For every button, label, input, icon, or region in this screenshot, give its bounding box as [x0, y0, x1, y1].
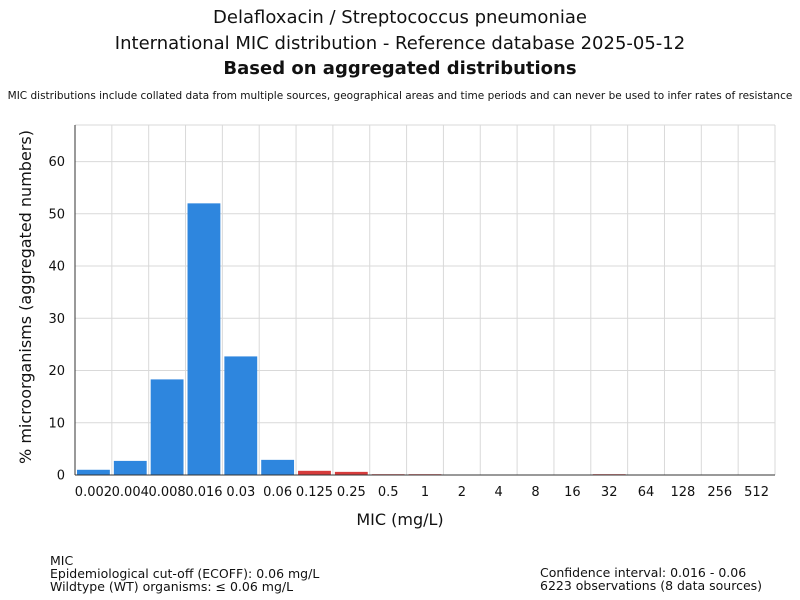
x-tick-label: 64 — [638, 485, 655, 500]
x-axis-label: MIC (mg/L) — [356, 510, 443, 529]
footer-mic-label: MIC — [50, 553, 74, 568]
footer-observations: 6223 observations (8 data sources) — [540, 578, 763, 593]
axes: 0 10 20 30 40 50 60 0.002 0.004 0.008 0.016 0.03 0.0… — [48, 125, 775, 500]
footer-wildtype: Wildtype (WT) organisms: ≤ 0.06 mg/L — [50, 579, 294, 594]
y-tick-label: 20 — [48, 364, 65, 379]
y-tick-label: 0 — [57, 469, 65, 484]
x-tick-label: 0.016 — [185, 485, 222, 500]
bar-0.004 — [113, 460, 147, 475]
bar-0.016 — [187, 203, 221, 475]
y-tick-label: 30 — [48, 312, 65, 327]
disclaimer-note: MIC distributions include collated data … — [7, 90, 793, 102]
x-tick-label: 0.002 — [75, 485, 112, 500]
x-tick-label: 4 — [495, 485, 503, 500]
mic-distribution-chart: 0 10 20 30 40 50 60 0.002 0.004 0.008 0.016 0.03 0.0… — [16, 124, 776, 529]
footer-confidence-interval: Confidence interval: 0.016 - 0.06 — [540, 565, 747, 580]
chart-title: Delafloxacin / Streptococcus pneumoniae — [213, 7, 587, 28]
chart-subtitle: International MIC distribution - Referen… — [114, 33, 686, 54]
bar-0.06 — [261, 459, 295, 475]
x-tick-label: 0.125 — [296, 485, 333, 500]
y-axis-label: % microorganisms (aggregated numbers) — [16, 130, 35, 464]
x-tick-label: 8 — [531, 485, 539, 500]
x-tick-label: 0.004 — [112, 485, 149, 500]
x-tick-label: 1 — [421, 485, 429, 500]
bar-0.125 — [298, 470, 331, 475]
footer-right: Confidence interval: 0.016 - 0.06 6223 o… — [540, 566, 762, 592]
bar-0.25 — [334, 471, 368, 475]
y-tick-label: 40 — [48, 260, 65, 275]
x-tick-label: 512 — [744, 485, 769, 500]
y-tick-label: 60 — [48, 155, 65, 170]
x-tick-label: 128 — [670, 485, 695, 500]
x-tick-label: 256 — [707, 485, 732, 500]
x-tick-label: 0.06 — [263, 485, 292, 500]
x-tick-label: 32 — [601, 485, 618, 500]
x-tick-label: 0.25 — [337, 485, 366, 500]
footer-ecoff: Epidemiological cut-off (ECOFF): 0.06 mg… — [50, 566, 320, 581]
x-tick-label: 0.008 — [148, 485, 185, 500]
x-tick-label: 0.5 — [378, 485, 399, 500]
y-tick-label: 50 — [48, 207, 65, 222]
y-tick-label: 10 — [48, 416, 65, 431]
bar-0.008 — [150, 379, 184, 475]
bar-0.002 — [77, 469, 110, 475]
x-tick-label: 2 — [458, 485, 466, 500]
footer-left: MIC Epidemiological cut-off (ECOFF): 0.0… — [50, 554, 319, 593]
x-tick-label: 0.03 — [226, 485, 255, 500]
chart-subtitle-bold: Based on aggregated distributions — [223, 58, 577, 79]
bars — [77, 203, 626, 476]
bar-0.03 — [224, 356, 258, 475]
x-tick-label: 16 — [564, 485, 581, 500]
grid-lines — [75, 124, 776, 475]
